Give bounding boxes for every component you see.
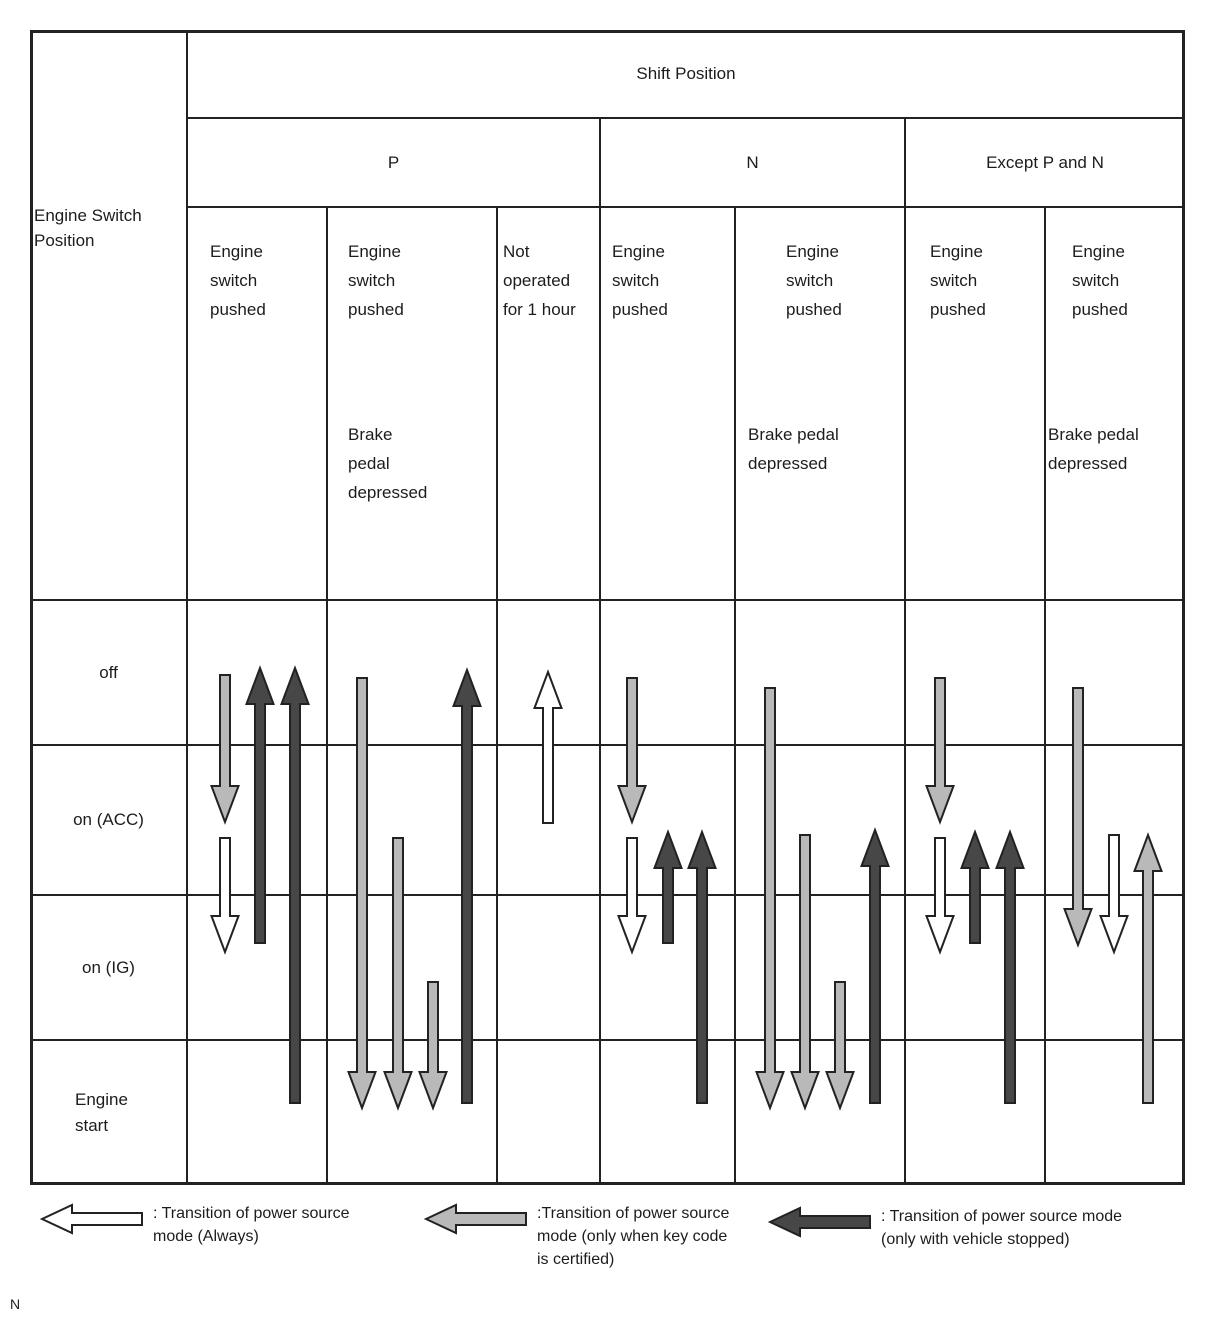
condition-text: Engine switch pushed	[612, 242, 668, 319]
dark-transition-arrow-up	[452, 667, 482, 1104]
dark-transition-arrow-up	[687, 829, 717, 1104]
white-transition-arrow-down	[210, 837, 240, 955]
gray-transition-arrow-down	[383, 837, 413, 1111]
white-transition-arrow-down	[925, 837, 955, 955]
dark-transition-arrow-up	[280, 665, 310, 1104]
row-label-engine-start-text: Engine start	[75, 1089, 128, 1135]
legend-text-vehicle-stopped: : Transition of power source mode (only …	[881, 1208, 1123, 1248]
gray-transition-arrow-down	[825, 981, 855, 1111]
gray-transition-arrow-down	[617, 677, 647, 825]
condition-text: Engine switch pushed	[1072, 242, 1128, 319]
dark-transition-arrow-up	[960, 829, 990, 944]
condition-cell-1: Engine switch pushed	[187, 207, 327, 600]
condition-cell-4: Engine switch pushed	[600, 207, 735, 600]
condition-text: Engine switch pushed	[210, 242, 266, 319]
row-label-off: off	[99, 662, 118, 682]
condition-brake-text: Brake pedal depressed	[348, 425, 428, 502]
dark-transition-arrow-up	[653, 829, 683, 944]
gray-transition-arrow-down	[1063, 687, 1093, 948]
condition-text: Engine switch pushed	[930, 242, 986, 319]
row-label-engine-start: Engine start	[30, 1040, 187, 1185]
gray-transition-arrow-down	[755, 687, 785, 1111]
gray-transition-arrow-down	[418, 981, 448, 1111]
condition-text: Engine switch pushed	[786, 242, 842, 319]
gray-transition-arrow-down	[925, 677, 955, 825]
condition-cell-6: Engine switch pushed	[905, 207, 1045, 600]
gray-left-arrow-icon	[424, 1203, 527, 1235]
condition-brake-text: Brake pedal depressed	[748, 425, 839, 473]
shift-position-header: Shift Position	[636, 64, 736, 83]
gray-transition-arrow-up	[1133, 832, 1163, 1104]
row-label-on-acc: on (ACC)	[73, 810, 144, 829]
gray-transition-arrow-down	[347, 677, 377, 1111]
shift-group-p: P	[387, 152, 400, 172]
condition-text: Not operated for 1 hour	[503, 242, 576, 319]
dark-transition-arrow-up	[245, 665, 275, 944]
legend-text-always: : Transition of power source mode (Alway…	[153, 1205, 350, 1245]
legend-item-always: : Transition of power source mode (Alway…	[40, 1202, 371, 1248]
condition-brake-text: Brake pedal depressed	[1048, 425, 1139, 473]
legend-item-key-certified: :Transition of power source mode (only w…	[424, 1202, 742, 1271]
condition-cell-3: Not operated for 1 hour	[497, 207, 600, 600]
dark-left-arrow-icon	[768, 1206, 871, 1238]
condition-cell-5: Engine switch pushed Brake pedal depress…	[735, 207, 905, 600]
condition-text: Engine switch pushed	[348, 242, 404, 319]
white-transition-arrow-down	[1099, 834, 1129, 955]
legend-item-vehicle-stopped: : Transition of power source mode (only …	[768, 1205, 1143, 1251]
white-transition-arrow-up	[533, 669, 563, 824]
footnote-n: N	[10, 1296, 21, 1312]
white-left-arrow-icon	[40, 1203, 143, 1235]
white-transition-arrow-down	[617, 837, 647, 955]
dark-transition-arrow-up	[995, 829, 1025, 1104]
gray-transition-arrow-down	[210, 674, 240, 825]
condition-cell-7: Engine switch pushed Brake pedal depress…	[1045, 207, 1185, 600]
row-label-on-ig: on (IG)	[82, 957, 135, 977]
condition-cell-2: Engine switch pushed Brake pedal depress…	[327, 207, 497, 600]
shift-group-n: N	[746, 152, 759, 172]
dark-transition-arrow-up	[860, 827, 890, 1104]
engine-switch-position-header: Engine Switch Position	[34, 206, 142, 250]
shift-group-except-p-n: Except P and N	[986, 152, 1104, 172]
legend-text-key-certified: :Transition of power source mode (only w…	[537, 1205, 730, 1268]
gray-transition-arrow-down	[790, 834, 820, 1111]
